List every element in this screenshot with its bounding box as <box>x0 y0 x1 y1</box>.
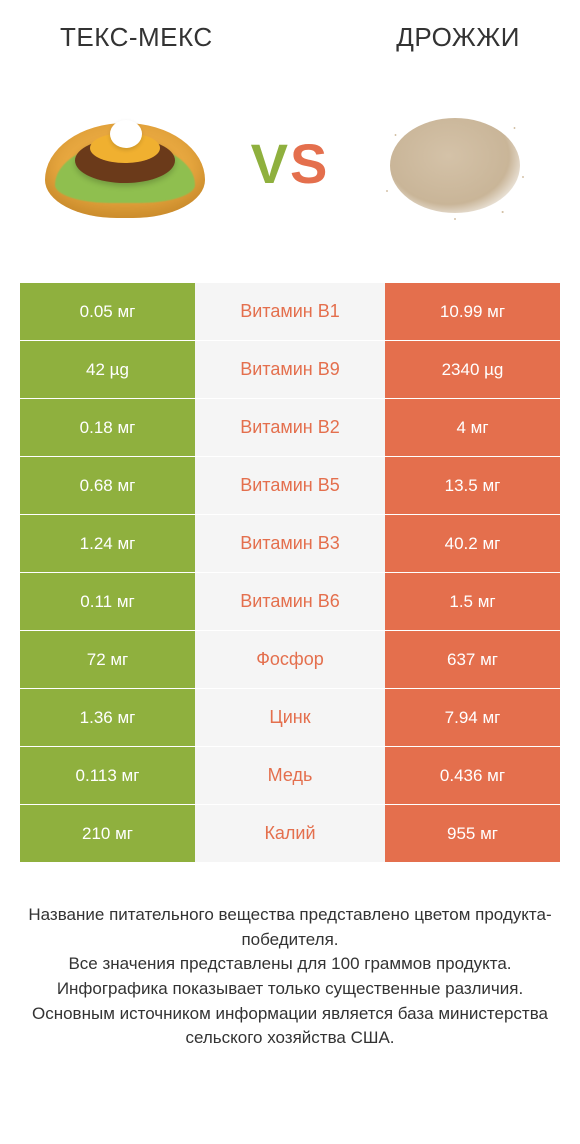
cell-nutrient: Калий <box>195 805 385 863</box>
vs-s: S <box>290 132 329 195</box>
table-row: 210 мгКалий955 мг <box>20 805 560 863</box>
cell-right: 40.2 мг <box>385 515 560 573</box>
footer-line: Инфографика показывает только существенн… <box>28 977 552 1002</box>
cell-right: 0.436 мг <box>385 747 560 805</box>
cell-left: 1.24 мг <box>20 515 195 573</box>
table-row: 0.18 мгВитамин B24 мг <box>20 399 560 457</box>
yeast-icon <box>370 93 540 233</box>
food-image-right <box>360 78 550 248</box>
cell-left: 0.68 мг <box>20 457 195 515</box>
table-row: 0.68 мгВитамин B513.5 мг <box>20 457 560 515</box>
table-row: 0.05 мгВитамин B110.99 мг <box>20 283 560 341</box>
footer-note: Название питательного вещества представл… <box>0 863 580 1051</box>
cell-left: 0.11 мг <box>20 573 195 631</box>
cell-nutrient: Витамин B3 <box>195 515 385 573</box>
cell-nutrient: Витамин B1 <box>195 283 385 341</box>
cell-right: 1.5 мг <box>385 573 560 631</box>
cell-left: 0.113 мг <box>20 747 195 805</box>
cell-nutrient: Витамин B6 <box>195 573 385 631</box>
footer-line: Основным источником информации является … <box>28 1002 552 1051</box>
table-row: 42 µgВитамин B92340 µg <box>20 341 560 399</box>
cell-right: 2340 µg <box>385 341 560 399</box>
comparison-table: 0.05 мгВитамин B110.99 мг42 µgВитамин B9… <box>20 283 560 863</box>
vs-v: V <box>251 132 290 195</box>
cell-left: 0.18 мг <box>20 399 195 457</box>
title-left: ТЕКС-МЕКС <box>60 22 213 53</box>
vs-label: VS <box>251 131 330 196</box>
cell-right: 4 мг <box>385 399 560 457</box>
taco-icon <box>40 103 210 223</box>
cell-left: 42 µg <box>20 341 195 399</box>
cell-nutrient: Витамин B9 <box>195 341 385 399</box>
cell-right: 955 мг <box>385 805 560 863</box>
cell-nutrient: Фосфор <box>195 631 385 689</box>
table-row: 0.113 мгМедь0.436 мг <box>20 747 560 805</box>
cell-nutrient: Цинк <box>195 689 385 747</box>
footer-line: Название питательного вещества представл… <box>28 903 552 952</box>
table-row: 1.24 мгВитамин B340.2 мг <box>20 515 560 573</box>
cell-nutrient: Витамин B5 <box>195 457 385 515</box>
images-row: VS <box>0 63 580 283</box>
cell-right: 7.94 мг <box>385 689 560 747</box>
cell-left: 210 мг <box>20 805 195 863</box>
cell-right: 13.5 мг <box>385 457 560 515</box>
cell-right: 637 мг <box>385 631 560 689</box>
cell-left: 72 мг <box>20 631 195 689</box>
table-row: 1.36 мгЦинк7.94 мг <box>20 689 560 747</box>
header: ТЕКС-МЕКС ДРОЖЖИ <box>0 0 580 63</box>
table-row: 0.11 мгВитамин B61.5 мг <box>20 573 560 631</box>
cell-left: 0.05 мг <box>20 283 195 341</box>
table-row: 72 мгФосфор637 мг <box>20 631 560 689</box>
title-right: ДРОЖЖИ <box>396 22 520 53</box>
cell-left: 1.36 мг <box>20 689 195 747</box>
food-image-left <box>30 78 220 248</box>
cell-right: 10.99 мг <box>385 283 560 341</box>
footer-line: Все значения представлены для 100 граммо… <box>28 952 552 977</box>
cell-nutrient: Медь <box>195 747 385 805</box>
cell-nutrient: Витамин B2 <box>195 399 385 457</box>
